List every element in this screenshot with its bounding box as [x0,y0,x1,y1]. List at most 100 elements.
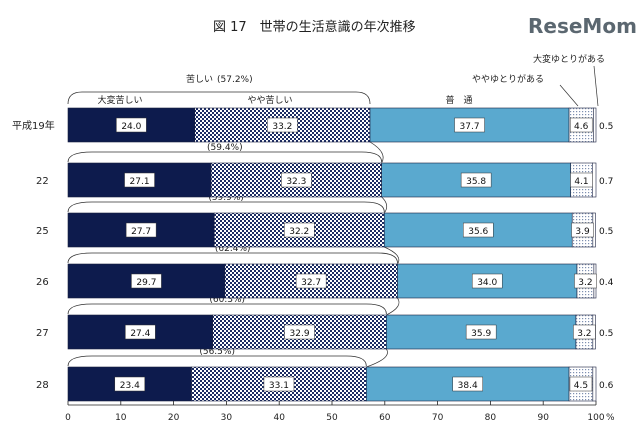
legend-leader [593,65,599,107]
x-tick-label: 80 [485,413,497,423]
legend-label-very-comfortable: 大変ゆとりがある [533,53,605,65]
data-label: 32.7 [301,278,321,288]
data-label-box [569,376,593,392]
hardship-total: (60.3%) [209,295,245,305]
connector-line [384,246,400,265]
bars: 24.0 33.2 37.7 4.6 0.5 27.1 32.3 35.8 4.1 0.7 27.7… [67,107,614,402]
category-label: 25 [36,226,49,237]
x-tick-label: 20 [168,413,180,423]
data-label: 0.5 [599,329,613,339]
x-tick-label: 50 [326,413,338,423]
category-label: 平成19年 [12,119,55,132]
data-label-box [454,117,485,133]
bar-segment [592,366,597,402]
data-label: 3.2 [577,329,591,339]
x-axis: 0 10 20 30 40 50 60 70 80 90 100% [65,401,615,423]
connector-line [366,348,388,368]
bar-segment [593,107,597,143]
data-label-box [284,222,315,238]
series-label: やや苦しい [247,94,292,106]
x-tick-label: 30 [221,413,233,423]
connector-line [381,196,388,214]
x-tick-label: 0 [65,413,71,423]
data-label: 33.1 [269,381,289,391]
data-label: 0.5 [599,227,613,237]
data-label-box [116,117,147,133]
data-label: 4.6 [574,122,589,132]
hardship-bracket [67,91,371,105]
category-label: 22 [36,176,49,187]
data-label-box [125,222,157,238]
data-label: 35.6 [468,227,488,237]
data-label-box [463,222,494,238]
data-label-box [471,273,503,289]
data-label: 33.2 [272,122,292,132]
data-label-box [571,222,594,238]
data-label-box [284,324,315,340]
data-label: 27.1 [130,177,150,187]
x-tick-label: 60 [379,413,391,423]
data-label: 3.9 [575,227,590,237]
hardship-bracket [67,252,398,264]
category-labels: 平成19年 22 25 26 27 28 [12,119,55,391]
brand-logo: ReseMom [528,14,637,38]
data-label: 38.4 [458,381,478,391]
data-label: 4.5 [574,381,588,391]
category-label: 26 [36,277,49,288]
data-label: 32.3 [286,177,306,187]
data-label-box [263,376,295,392]
data-label-box [125,324,156,340]
data-label: 24.0 [121,122,141,132]
data-label-box [281,172,312,188]
hardship-total: (59.9%) [208,193,244,203]
hardship-total: (57.2%) [217,75,253,85]
data-label-box [295,273,327,289]
connector-line [369,141,384,164]
data-label: 37.7 [460,122,480,132]
data-label: 35.9 [471,329,491,339]
data-label-box [452,376,483,392]
hardship-total: (59.4%) [207,143,243,153]
chart-title: 図 17 世帯の生活意識の年次推移 [213,19,416,35]
data-label: 3.2 [578,278,592,288]
hardship-total: (62.4%) [215,244,251,254]
data-label-box [114,376,146,392]
data-label: 0.5 [599,122,613,132]
data-label-box [569,117,593,133]
x-unit: % [606,413,615,423]
data-label: 27.4 [130,329,150,339]
legend-leader [559,84,579,107]
connector-line [386,297,400,316]
data-label-box [460,172,492,188]
hardship-bracket [67,201,385,213]
bar-segment [592,162,597,198]
category-label: 28 [36,380,49,391]
hardship-bracket [67,303,387,315]
data-label: 29.7 [136,278,156,288]
data-label: 27.7 [131,227,151,237]
legend-label-somewhat-comfortable: ややゆとりがある [472,73,544,85]
x-tick-label: 100 [587,413,604,423]
data-label: 34.0 [477,278,497,288]
data-label-box [267,117,298,133]
data-label-box [573,324,596,340]
hardship-total: (56.5%) [199,347,235,357]
series-label: 普 通 [445,94,472,106]
data-label: 32.2 [289,227,309,237]
bar-segment [224,263,398,299]
data-label: 0.7 [599,177,613,187]
data-label: 4.1 [574,177,588,187]
data-label-box [124,172,155,188]
x-tick-label: 10 [115,413,127,423]
hardship-bracket [67,151,383,163]
x-tick-label: 90 [537,413,549,423]
hardship-annotations: 苦しい (57.2%) 大変苦しい やや苦しい 普 通 (59.4%) (59.9%) (62… [67,73,473,368]
data-label-box [465,324,497,340]
data-label: 0.6 [599,381,614,391]
category-label: 27 [36,328,49,339]
data-label-box [574,273,597,289]
data-label: 35.8 [466,177,486,187]
data-label: 0.4 [599,278,614,288]
